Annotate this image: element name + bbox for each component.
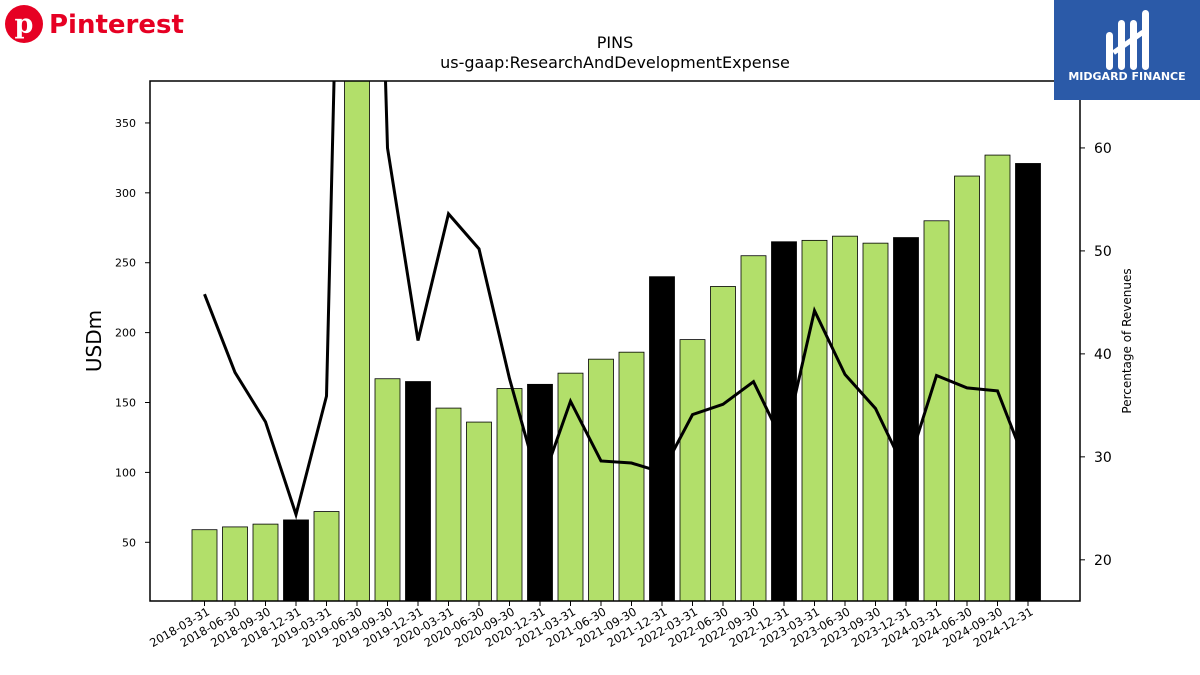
midgard-finance-logo-text: MIDGARD FINANCE <box>1068 70 1185 83</box>
y-tick-label: 300 <box>115 187 136 200</box>
bar <box>283 519 309 601</box>
pinterest-logo-glyph: p <box>15 9 34 40</box>
plot-frame <box>149 80 1081 602</box>
line-series <box>203 81 1030 520</box>
y2-tick-label: 50 <box>1094 244 1112 260</box>
plot-area: 5010015020025030035020304050602018-03-31… <box>115 80 1112 650</box>
bar <box>710 286 736 601</box>
y-tick-label: 250 <box>115 257 136 270</box>
y2-tick-label: 30 <box>1094 450 1112 466</box>
bar <box>313 511 340 601</box>
pinterest-logo-icon <box>5 5 43 43</box>
bar <box>984 154 1011 601</box>
bar <box>557 372 584 601</box>
bar <box>252 523 279 601</box>
bar <box>405 381 431 601</box>
y-tick-label: 50 <box>122 536 136 549</box>
bar <box>801 239 828 601</box>
bar <box>374 378 401 601</box>
bar <box>466 421 492 601</box>
bar <box>862 242 889 601</box>
y2-axis-title: Percentage of Revenues <box>1120 268 1134 413</box>
bar <box>893 237 919 601</box>
bar-series <box>191 81 1041 601</box>
chart-subtitle: us-gaap:ResearchAndDevelopmentExpense <box>440 53 790 72</box>
y2-tick-label: 20 <box>1094 553 1112 569</box>
bar <box>435 407 462 601</box>
pinterest-logo-text: Pinterest <box>49 10 184 40</box>
bar <box>222 526 248 601</box>
midgard-finance-logo-background <box>1054 0 1200 100</box>
bar <box>923 220 950 601</box>
bar <box>649 276 675 601</box>
pinterest-logo: p Pinterest <box>5 5 184 43</box>
bar <box>344 81 370 601</box>
bar <box>496 388 523 601</box>
bar <box>527 383 553 601</box>
bar <box>588 358 614 601</box>
y2-tick-label: 40 <box>1094 347 1112 363</box>
bar <box>191 529 218 601</box>
bar <box>679 339 706 601</box>
y-tick-label: 350 <box>115 117 136 130</box>
y-tick-label: 200 <box>115 327 136 340</box>
bar <box>771 241 797 601</box>
bar <box>740 255 767 601</box>
midgard-finance-logo-icon <box>1106 10 1149 70</box>
y2-tick-label: 60 <box>1094 141 1112 157</box>
midgard-finance-logo: MIDGARD FINANCE <box>1054 0 1200 100</box>
percentage-line <box>203 81 1030 520</box>
bar <box>832 235 858 601</box>
y-tick-label: 100 <box>115 466 136 479</box>
bar <box>618 351 645 601</box>
bar <box>1015 163 1041 601</box>
y-tick-label: 150 <box>115 397 136 410</box>
y-axis-title: USDm <box>82 310 106 372</box>
chart-title: PINS <box>597 33 634 52</box>
